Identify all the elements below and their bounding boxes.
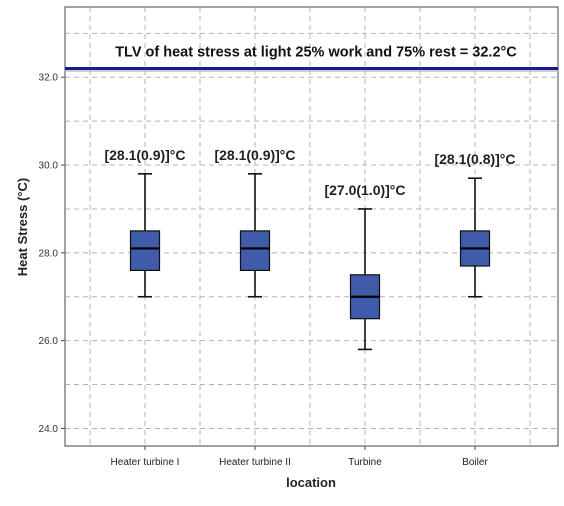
box-iqr — [129, 230, 161, 271]
x-axis-title: location — [286, 475, 336, 490]
box-1 — [129, 173, 161, 298]
y-axis-ticks: 24.0 26.0 28.0 30.0 32.0 — [39, 73, 65, 435]
box-annotation-label: [27.0(1.0)]°C — [324, 182, 405, 198]
box-2 — [239, 173, 271, 298]
x-tick-label: Heater turbine II — [219, 457, 291, 468]
x-tick-label: Turbine — [348, 457, 382, 468]
y-axis-title: Heat Stress (°C) — [15, 178, 30, 276]
y-tick-label: 26.0 — [39, 336, 59, 347]
reference-line-label: TLV of heat stress at light 25% work and… — [115, 44, 517, 60]
reference-line-group: TLV of heat stress at light 25% work and… — [65, 44, 558, 72]
box-iqr — [239, 230, 271, 271]
box-annotations: [28.1(0.9)]°C [28.1(0.9)]°C [27.0(1.0)]°C [… — [104, 147, 515, 198]
x-tick-label: Boiler — [462, 457, 488, 468]
x-axis-categories: Heater turbine I Heater turbine II Turbine… — [111, 446, 488, 468]
y-tick-label: 32.0 — [39, 73, 59, 84]
box-annotation-label: [28.1(0.8)]°C — [434, 151, 515, 167]
boxes — [129, 173, 491, 351]
box-3 — [349, 208, 381, 351]
box-annotation-label: [28.1(0.9)]°C — [214, 147, 295, 163]
box-annotation-label: [28.1(0.9)]°C — [104, 147, 185, 163]
y-tick-label: 30.0 — [39, 161, 59, 172]
y-tick-label: 24.0 — [39, 424, 59, 435]
box-4 — [459, 177, 491, 298]
y-tick-label: 28.0 — [39, 248, 59, 259]
plot-area — [64, 6, 559, 447]
x-tick-label: Heater turbine I — [111, 457, 180, 468]
